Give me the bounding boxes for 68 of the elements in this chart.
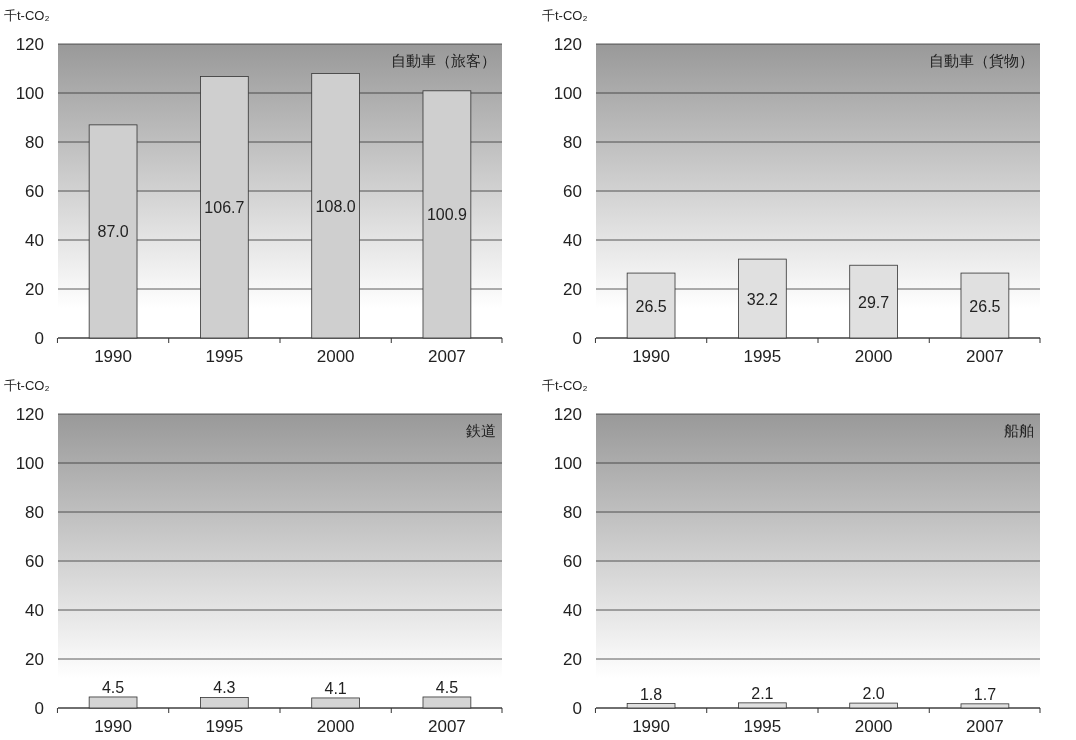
x-tick-label: 2000	[854, 347, 893, 366]
y-tick-label: 0	[34, 699, 44, 718]
text: 船舶	[1004, 422, 1034, 439]
data-label: 100.9	[426, 206, 468, 224]
data-label: 106.7	[204, 199, 245, 217]
data-label: 29.7	[858, 293, 890, 311]
data-label: 1.8	[639, 685, 663, 703]
data-label: 4.5	[101, 678, 125, 696]
data-label: 108.0	[315, 197, 356, 215]
y-tick-label: 80	[563, 133, 582, 152]
y-tick-label: 80	[25, 133, 44, 152]
y-tick-label: 100	[15, 454, 44, 473]
x-tick-label: 1990	[632, 717, 670, 736]
x-tick-label: 2007	[428, 347, 466, 366]
y-tick-label: 20	[563, 650, 582, 669]
y-tick-label: 40	[25, 601, 44, 620]
y-tick-label: 100	[553, 454, 582, 473]
y-tick-label: 40	[563, 601, 582, 620]
data-label: 26.5	[969, 297, 1001, 315]
data-label: 4.1	[324, 679, 347, 697]
y-tick-label: 20	[25, 650, 44, 669]
y-tick-label: 80	[563, 503, 582, 522]
y-tick-label: 0	[34, 329, 44, 348]
text: 自動車（貨物）	[929, 52, 1034, 69]
text: 鉄道	[466, 422, 496, 439]
y-axis-title: 千t-CO₂	[4, 8, 50, 23]
x-tick-label: 1995	[205, 347, 244, 366]
y-tick-label: 60	[563, 552, 582, 571]
data-label: 26.5	[635, 297, 667, 315]
data-label: 2.0	[862, 685, 885, 703]
data-label: 4.5	[435, 678, 459, 696]
y-tick-label: 120	[553, 35, 582, 54]
y-tick-label: 20	[563, 280, 582, 299]
x-tick-label: 1995	[743, 717, 782, 736]
x-tick-label: 1995	[743, 347, 782, 366]
y-tick-label: 40	[563, 231, 582, 250]
y-tick-label: 60	[563, 182, 582, 201]
data-label: 87.0	[97, 223, 129, 241]
x-tick-label: 2000	[316, 717, 355, 736]
y-tick-label: 80	[25, 503, 44, 522]
x-tick-label: 2007	[966, 717, 1004, 736]
text: 自動車（旅客）	[391, 52, 496, 69]
y-tick-label: 120	[15, 35, 44, 54]
data-label: 1.7	[973, 685, 997, 703]
x-tick-label: 1990	[632, 347, 670, 366]
y-tick-label: 60	[25, 182, 44, 201]
x-tick-label: 2007	[428, 717, 466, 736]
x-tick-label: 1990	[94, 717, 132, 736]
data-label: 4.3	[213, 679, 236, 697]
x-tick-label: 2007	[966, 347, 1004, 366]
y-tick-label: 120	[15, 405, 44, 424]
y-tick-label: 60	[25, 552, 44, 571]
x-tick-label: 1990	[94, 347, 132, 366]
x-tick-label: 2000	[316, 347, 355, 366]
x-tick-label: 2000	[854, 717, 893, 736]
y-axis-title: 千t-CO₂	[542, 8, 588, 23]
y-tick-label: 20	[25, 280, 44, 299]
y-tick-label: 100	[15, 84, 44, 103]
y-tick-label: 0	[572, 329, 582, 348]
x-tick-label: 1995	[205, 717, 244, 736]
y-tick-label: 120	[553, 405, 582, 424]
y-tick-label: 40	[25, 231, 44, 250]
data-label: 32.2	[746, 290, 779, 308]
data-label: 2.1	[751, 684, 774, 702]
y-tick-label: 100	[553, 84, 582, 103]
y-axis-title: 千t-CO₂	[4, 378, 50, 393]
y-axis-title: 千t-CO₂	[542, 378, 588, 393]
y-tick-label: 0	[572, 699, 582, 718]
